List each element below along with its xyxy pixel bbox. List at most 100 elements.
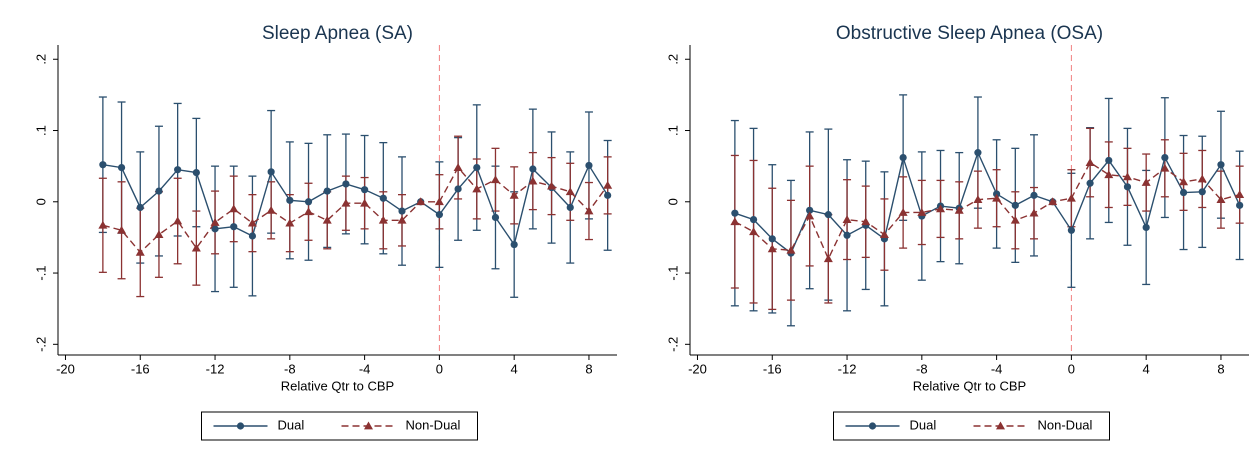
marker: [768, 235, 776, 243]
y-tick-label: -.2: [665, 337, 680, 352]
y-tick-label: 0: [665, 198, 680, 205]
chart-title: Sleep Apnea (SA): [262, 23, 413, 44]
marker: [210, 217, 220, 226]
series-line: [102, 166, 609, 254]
marker: [361, 186, 369, 194]
marker: [917, 207, 927, 216]
marker: [730, 217, 740, 226]
chart-title: Obstructive Sleep Apnea (OSA): [836, 23, 1103, 44]
marker: [1179, 188, 1188, 197]
x-tick-label: -16: [131, 361, 150, 376]
marker: [379, 194, 387, 202]
x-tick-label: -8: [916, 361, 928, 376]
marker: [360, 198, 370, 207]
panel: Sleep Apnea (SA) -.2 -.1 0 .1 .2 -20 -16 -12 -8 -4…: [33, 23, 617, 441]
marker: [805, 211, 815, 220]
marker: [1066, 193, 1076, 202]
marker: [974, 149, 982, 157]
x-tick-label: 0: [1068, 361, 1075, 376]
marker: [364, 421, 373, 430]
marker: [117, 163, 126, 172]
marker: [584, 206, 594, 215]
y-tick-label: .1: [665, 125, 680, 136]
x-tick-label: -4: [991, 361, 1003, 376]
marker: [1160, 163, 1170, 172]
panel: Obstructive Sleep Apnea (OSA) -.2 -.1 0 .1 .2…: [665, 23, 1249, 441]
y-tick-label: -.2: [33, 337, 48, 352]
marker: [1179, 177, 1189, 186]
marker: [936, 204, 946, 213]
marker: [879, 230, 889, 238]
marker: [397, 215, 407, 224]
x-tick-label: 0: [436, 361, 443, 376]
marker: [509, 190, 519, 199]
x-tick-label: -8: [284, 361, 296, 376]
series-line: [734, 161, 1240, 261]
marker: [861, 217, 871, 226]
legend: Dual Non-Dual: [833, 411, 1110, 441]
marker: [528, 176, 538, 185]
marker: [490, 175, 500, 184]
marker: [842, 215, 852, 223]
marker: [230, 223, 238, 231]
marker: [996, 421, 1005, 430]
marker: [435, 211, 443, 219]
marker: [285, 218, 295, 227]
marker: [378, 215, 388, 224]
marker: [898, 207, 908, 216]
marker: [1122, 172, 1132, 181]
marker: [510, 240, 518, 249]
marker: [1197, 174, 1207, 183]
marker: [434, 197, 444, 206]
marker: [604, 191, 612, 199]
y-tick-label: 0: [33, 198, 48, 205]
marker: [954, 205, 964, 214]
marker: [416, 197, 426, 206]
marker: [98, 220, 108, 229]
marker: [1067, 226, 1075, 234]
marker: [973, 195, 983, 204]
marker: [749, 215, 758, 224]
marker: [247, 218, 257, 227]
marker: [472, 184, 482, 193]
legend-label: Non-Dual: [406, 417, 461, 432]
series-line: [734, 150, 1241, 255]
y-tick-label: .2: [33, 54, 48, 65]
marker: [117, 225, 127, 234]
marker: [341, 198, 351, 207]
marker: [868, 422, 877, 430]
marker: [266, 205, 276, 214]
marker: [992, 193, 1002, 202]
marker: [454, 185, 462, 193]
marker: [248, 232, 257, 240]
marker: [236, 422, 245, 430]
marker: [155, 187, 163, 195]
marker: [1105, 156, 1113, 165]
marker: [304, 207, 314, 216]
marker: [1161, 153, 1169, 162]
marker: [342, 180, 350, 188]
marker: [453, 163, 463, 171]
marker: [767, 244, 777, 253]
marker: [1216, 195, 1226, 204]
marker: [786, 245, 796, 254]
marker: [323, 187, 331, 195]
x-tick-label: -20: [56, 361, 75, 376]
marker: [286, 196, 294, 204]
y-tick-label: -.1: [33, 265, 48, 280]
marker: [267, 168, 275, 176]
marker: [843, 231, 851, 239]
x-tick-label: 8: [1217, 361, 1224, 376]
marker: [491, 213, 500, 222]
marker: [1030, 191, 1038, 199]
marker: [899, 153, 907, 162]
marker: [136, 203, 144, 212]
x-tick-label: 4: [511, 361, 518, 376]
y-tick-label: .1: [33, 125, 48, 136]
marker: [603, 180, 613, 189]
marker: [229, 204, 239, 213]
marker: [1217, 161, 1225, 169]
marker: [1141, 178, 1151, 186]
marker: [1011, 201, 1019, 209]
